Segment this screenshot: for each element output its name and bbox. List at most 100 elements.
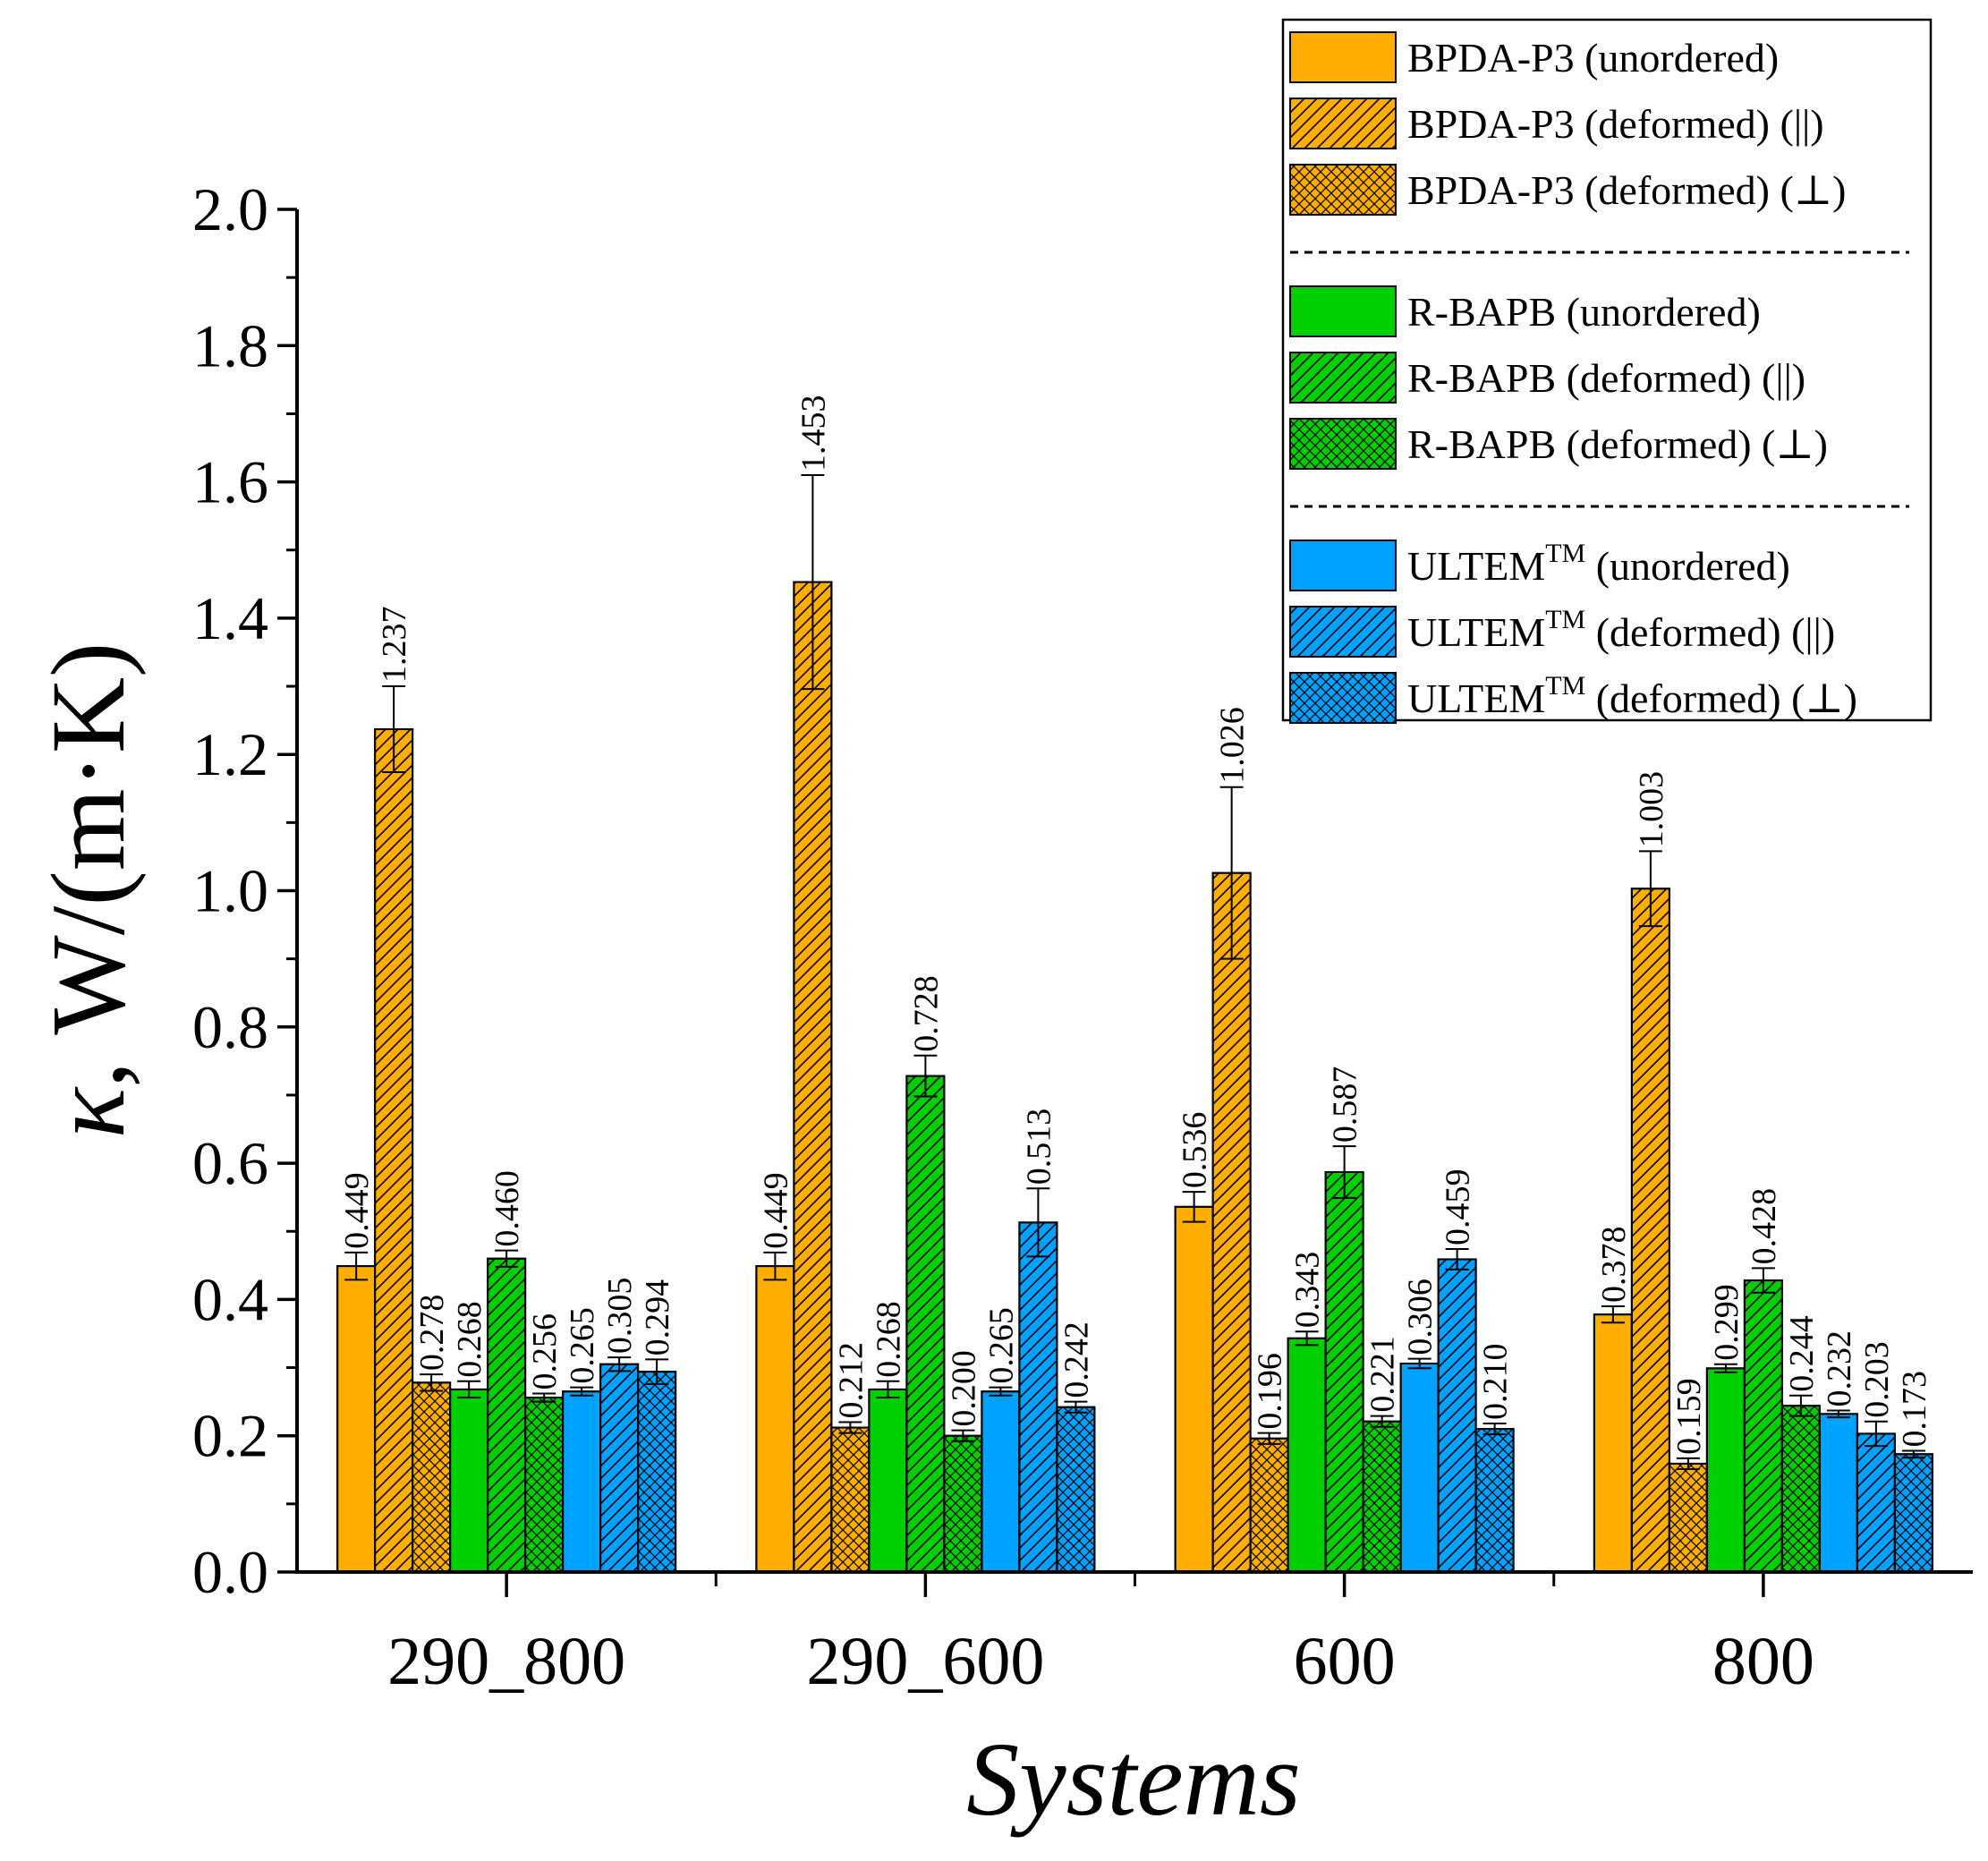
x-tick-label: 800: [1712, 1624, 1814, 1699]
legend-label: R-BAPB (unordered): [1407, 289, 1761, 335]
legend-swatch-pattern: [1290, 353, 1396, 403]
y-axis-title-symbol: κ: [30, 1086, 147, 1138]
legend-label-base: ULTEM: [1407, 609, 1545, 655]
legend-label: ULTEMTM (unordered): [1407, 539, 1790, 589]
data-label: 0.232: [1821, 1330, 1858, 1407]
bar-pattern: [1250, 1438, 1288, 1572]
y-tick-label: 1.8: [192, 311, 268, 379]
bar-pattern: [375, 729, 413, 1572]
bar: [562, 1390, 602, 1574]
data-label: 0.459: [1440, 1169, 1477, 1246]
y-tick-label: 2.0: [192, 175, 268, 243]
legend-swatch-outline: [1289, 285, 1397, 337]
bar: [336, 1265, 377, 1574]
data-label: 0.203: [1858, 1341, 1896, 1418]
data-label: 0.212: [832, 1342, 870, 1419]
data-label: 0.378: [1595, 1227, 1633, 1304]
data-label: 0.294: [639, 1279, 676, 1356]
bar: [1287, 1337, 1327, 1574]
legend-label-suffix: (unordered): [1556, 289, 1761, 335]
bar-pattern: [1781, 1406, 1820, 1572]
data-label: 0.265: [982, 1307, 1020, 1384]
data-label: 0.306: [1402, 1279, 1440, 1355]
x-axis-title: Systems: [966, 1721, 1301, 1838]
bar-pattern: [1363, 1421, 1401, 1572]
data-label: 0.265: [564, 1307, 601, 1384]
legend-swatch-pattern: [1290, 419, 1396, 469]
bar-pattern: [1475, 1429, 1514, 1572]
data-label: 0.200: [945, 1350, 982, 1427]
legend-swatch: [1289, 31, 1397, 83]
y-tick-label: 0.0: [192, 1538, 268, 1606]
bar-pattern: [1744, 1280, 1782, 1572]
legend-swatch-outline: [1289, 352, 1397, 404]
bar-pattern: [412, 1382, 451, 1572]
legend-label: R-BAPB (deformed) (||): [1407, 355, 1805, 401]
data-label: 0.244: [1783, 1315, 1821, 1392]
bar: [868, 1388, 908, 1573]
legend-swatch-pattern: [1290, 165, 1396, 215]
legend-label: ULTEMTM (deformed) (⊥): [1407, 671, 1857, 721]
bar-pattern: [1894, 1454, 1933, 1572]
bar-pattern: [488, 1258, 526, 1572]
data-label: 0.268: [870, 1301, 907, 1378]
legend-label-suffix: (deformed) (⊥): [1585, 676, 1857, 721]
bar: [1174, 1205, 1214, 1574]
legend-label: ULTEMTM (deformed) (||): [1407, 605, 1835, 655]
bar: [449, 1388, 489, 1573]
legend-label: BPDA-P3 (deformed) (⊥): [1407, 167, 1846, 213]
legend-swatch-outline: [1289, 540, 1397, 591]
legend-swatch: [1289, 285, 1397, 337]
legend: BPDA-P3 (unordered)BPDA-P3 (deformed) (|…: [1281, 18, 1933, 724]
y-tick-label: 0.2: [192, 1402, 268, 1470]
legend-label-base: BPDA-P3: [1407, 35, 1575, 81]
legend-label-suffix: (deformed) (||): [1575, 101, 1824, 147]
legend-label-suffix: (unordered): [1575, 35, 1780, 81]
bar-pattern: [1438, 1259, 1476, 1572]
legend-label-suffix: (deformed) (⊥): [1556, 421, 1828, 467]
data-label: 0.460: [489, 1170, 526, 1247]
bar: [755, 1265, 795, 1574]
bar-pattern: [1325, 1171, 1364, 1572]
data-label: 0.268: [451, 1301, 489, 1378]
data-label: 0.587: [1327, 1066, 1364, 1143]
legend-label-base: R-BAPB: [1407, 355, 1556, 401]
bar-pattern: [525, 1398, 564, 1572]
legend-label-base: ULTEM: [1407, 676, 1545, 721]
data-label: 1.026: [1214, 707, 1252, 784]
legend-label-suffix: (deformed) (⊥): [1575, 167, 1847, 213]
bar: [981, 1390, 1021, 1574]
legend-swatch: [1289, 540, 1397, 591]
y-tick-label: 0.8: [192, 993, 268, 1061]
bar: [1818, 1413, 1858, 1574]
bar-pattern: [944, 1435, 982, 1572]
legend-swatch-outline: [1289, 31, 1397, 83]
legend-label-superscript: TM: [1545, 671, 1585, 701]
legend-swatch-outline: [1289, 418, 1397, 470]
legend-label-base: R-BAPB: [1407, 289, 1556, 335]
data-label: 0.299: [1708, 1284, 1746, 1361]
y-tick-label: 0.6: [192, 1129, 268, 1197]
legend-label-suffix: (deformed) (||): [1556, 355, 1805, 401]
legend-label-base: BPDA-P3: [1407, 167, 1575, 213]
data-label: 0.428: [1746, 1188, 1783, 1265]
data-label: 1.237: [376, 607, 413, 684]
bar-pattern: [1631, 888, 1669, 1572]
legend-swatch-pattern: [1290, 607, 1396, 657]
x-tick-label: 290_800: [387, 1624, 625, 1699]
data-label: 0.173: [1896, 1371, 1933, 1448]
legend-swatch-pattern: [1290, 98, 1396, 149]
legend-label-suffix: (deformed) (||): [1585, 609, 1835, 655]
data-label: 0.278: [413, 1295, 451, 1372]
legend-label-superscript: TM: [1545, 605, 1585, 634]
data-label: 0.449: [757, 1172, 794, 1249]
y-ticks: 0.0 0.2 0.4 0.6 0.8 1.0 1.2 1.4 1.6 1.8 2.0: [192, 175, 297, 1606]
bar-pattern: [1019, 1222, 1058, 1572]
legend-label-superscript: TM: [1545, 539, 1585, 568]
bar-pattern: [1669, 1463, 1707, 1572]
bar-pattern: [1856, 1433, 1895, 1572]
legend-label-base: BPDA-P3: [1407, 101, 1575, 147]
data-label: 0.343: [1289, 1252, 1327, 1329]
bar-pattern: [794, 582, 832, 1572]
